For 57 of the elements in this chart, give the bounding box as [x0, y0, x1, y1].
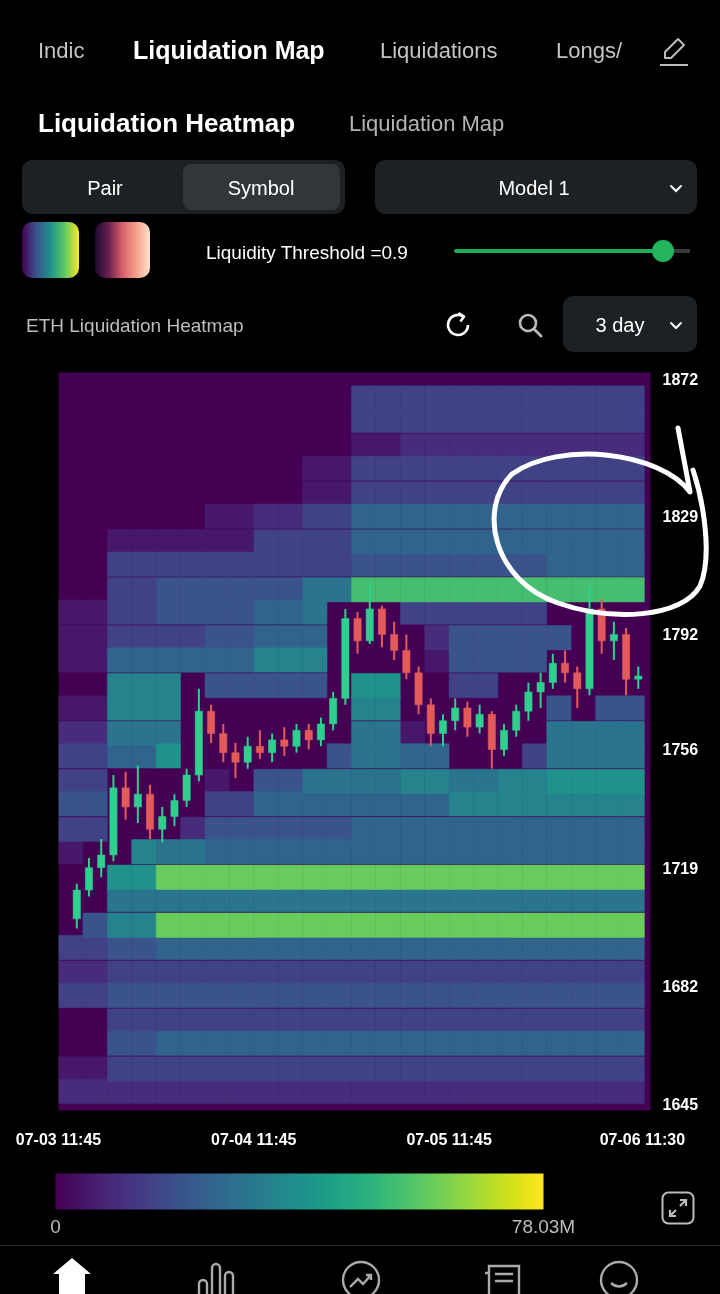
candlestick	[402, 633, 411, 681]
candlestick	[219, 722, 228, 764]
y-tick-label: 1792	[662, 626, 699, 644]
y-tick-label: 1645	[662, 1096, 699, 1114]
candlestick	[561, 649, 569, 684]
candlestick	[390, 620, 399, 662]
candlestick	[353, 611, 362, 655]
text: Pair	[86, 175, 124, 201]
x-tick-label: 07-06 11:30	[599, 1130, 686, 1148]
text: Symbol	[226, 175, 296, 201]
candlestick	[609, 620, 618, 662]
text: Indic	[38, 36, 85, 65]
x-tick-label: 07-04 11:45	[211, 1130, 297, 1148]
candlestick	[512, 703, 521, 738]
candlestick	[317, 716, 325, 748]
text: Liquidation Map	[349, 109, 505, 138]
candlestick	[439, 713, 447, 748]
candlestick	[121, 770, 130, 821]
y-tick-label: 1682	[662, 977, 699, 995]
text: Liquidation Map	[133, 34, 325, 66]
text: Liquidity Threshold =0.9	[206, 240, 408, 265]
candlestick	[97, 837, 106, 879]
y-tick-label: 1719	[662, 859, 699, 877]
candlestick	[170, 793, 179, 828]
candlestick	[292, 722, 301, 754]
candlestick	[231, 742, 240, 780]
text: Model 1	[497, 175, 571, 201]
candlestick	[524, 681, 533, 722]
candlestick	[475, 703, 484, 735]
candlestick	[243, 735, 252, 770]
candlestick	[158, 805, 167, 844]
candlestick	[85, 857, 93, 898]
y-tick-label: 1829	[662, 508, 699, 526]
text: Liquidation Heatmap	[38, 106, 296, 140]
candlestick	[634, 665, 643, 690]
candlestick	[304, 722, 313, 751]
candlestick	[207, 703, 215, 745]
color-bar-label: 78.03M	[511, 1215, 576, 1237]
candlestick	[500, 722, 508, 757]
y-tick-label: 1872	[662, 370, 699, 388]
y-tick-label: 1756	[662, 741, 699, 759]
candlestick	[573, 665, 582, 709]
x-tick-label: 07-03 11:45	[15, 1130, 102, 1148]
text: Longs/	[556, 36, 623, 65]
candlestick	[451, 697, 460, 732]
candlestick	[548, 652, 557, 690]
candlestick	[536, 671, 545, 709]
candlestick	[255, 729, 264, 761]
x-tick-label: 07-05 11:45	[406, 1130, 492, 1148]
color-bar-label: 0	[50, 1215, 61, 1237]
text: 3 day	[594, 312, 646, 338]
text: Liquidations	[380, 36, 498, 65]
chart-title: ETH Liquidation Heatmap	[26, 313, 244, 338]
candlestick	[133, 764, 142, 824]
candlestick	[268, 732, 277, 764]
candlestick	[463, 700, 472, 738]
candlestick	[280, 726, 289, 757]
